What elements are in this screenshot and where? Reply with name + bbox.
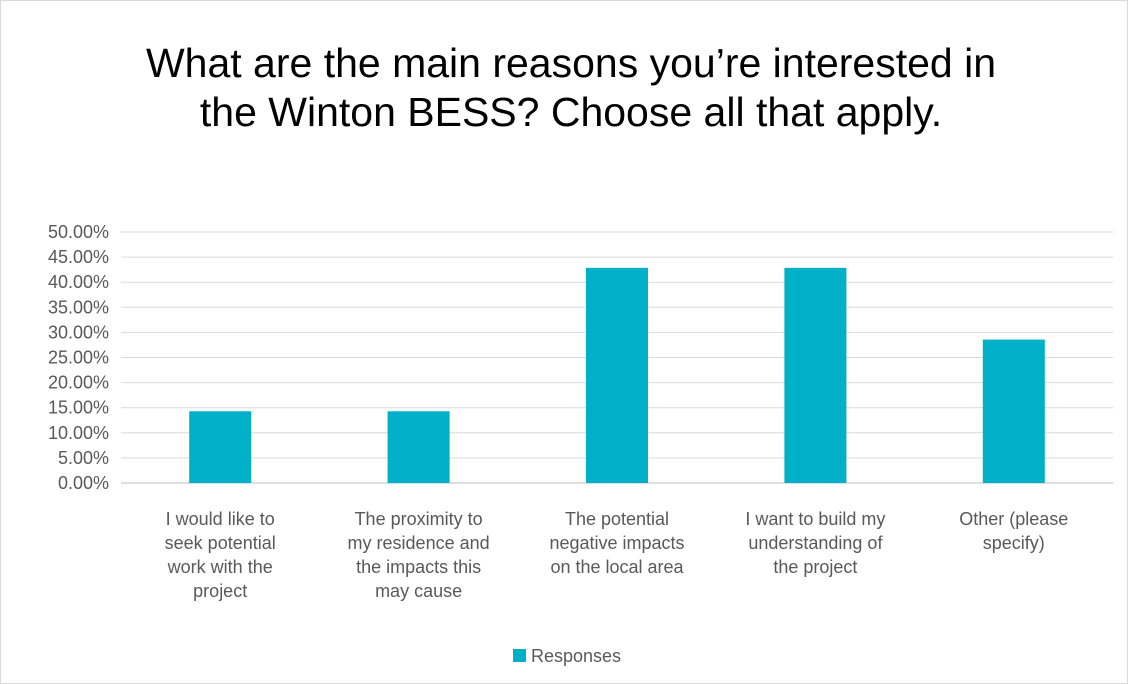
x-axis-labels: I would like to seek potential work with t…: [165, 509, 1069, 601]
bar: [387, 411, 450, 483]
y-tick-label: 35.00%: [48, 297, 109, 317]
bar: [982, 339, 1045, 483]
y-tick-label: 15.00%: [48, 398, 109, 418]
y-tick-label: 50.00%: [48, 222, 109, 242]
y-tick-label: 40.00%: [48, 272, 109, 292]
y-tick-label: 20.00%: [48, 373, 109, 393]
y-tick-label: 45.00%: [48, 247, 109, 267]
x-category-label: I want to build my understanding of the pr…: [745, 509, 885, 577]
y-tick-label: 10.00%: [48, 423, 109, 443]
y-tick-label: 25.00%: [48, 348, 109, 368]
chart-title: What are the main reasons you’re interes…: [145, 40, 997, 135]
legend-swatch: [513, 649, 526, 662]
bar: [586, 267, 648, 483]
bar: [784, 267, 847, 483]
y-axis-ticks: 0.00% 5.00% 10.00% 15.00% 20.00% 25.00% 30.00%…: [48, 222, 109, 493]
x-category-label: Other (please specify): [959, 509, 1068, 553]
y-tick-label: 0.00%: [58, 473, 109, 493]
x-category-label: The proximity to my residence and the impa…: [348, 509, 490, 601]
legend: Responses: [513, 646, 621, 666]
y-tick-label: 5.00%: [58, 448, 109, 468]
legend-label: Responses: [531, 646, 621, 666]
x-category-label: The potential negative impacts on the loca…: [549, 509, 684, 577]
y-tick-label: 30.00%: [48, 322, 109, 342]
bars: [189, 267, 1045, 483]
bar: [189, 411, 252, 483]
x-category-label: I would like to seek potential work with t…: [165, 509, 276, 601]
